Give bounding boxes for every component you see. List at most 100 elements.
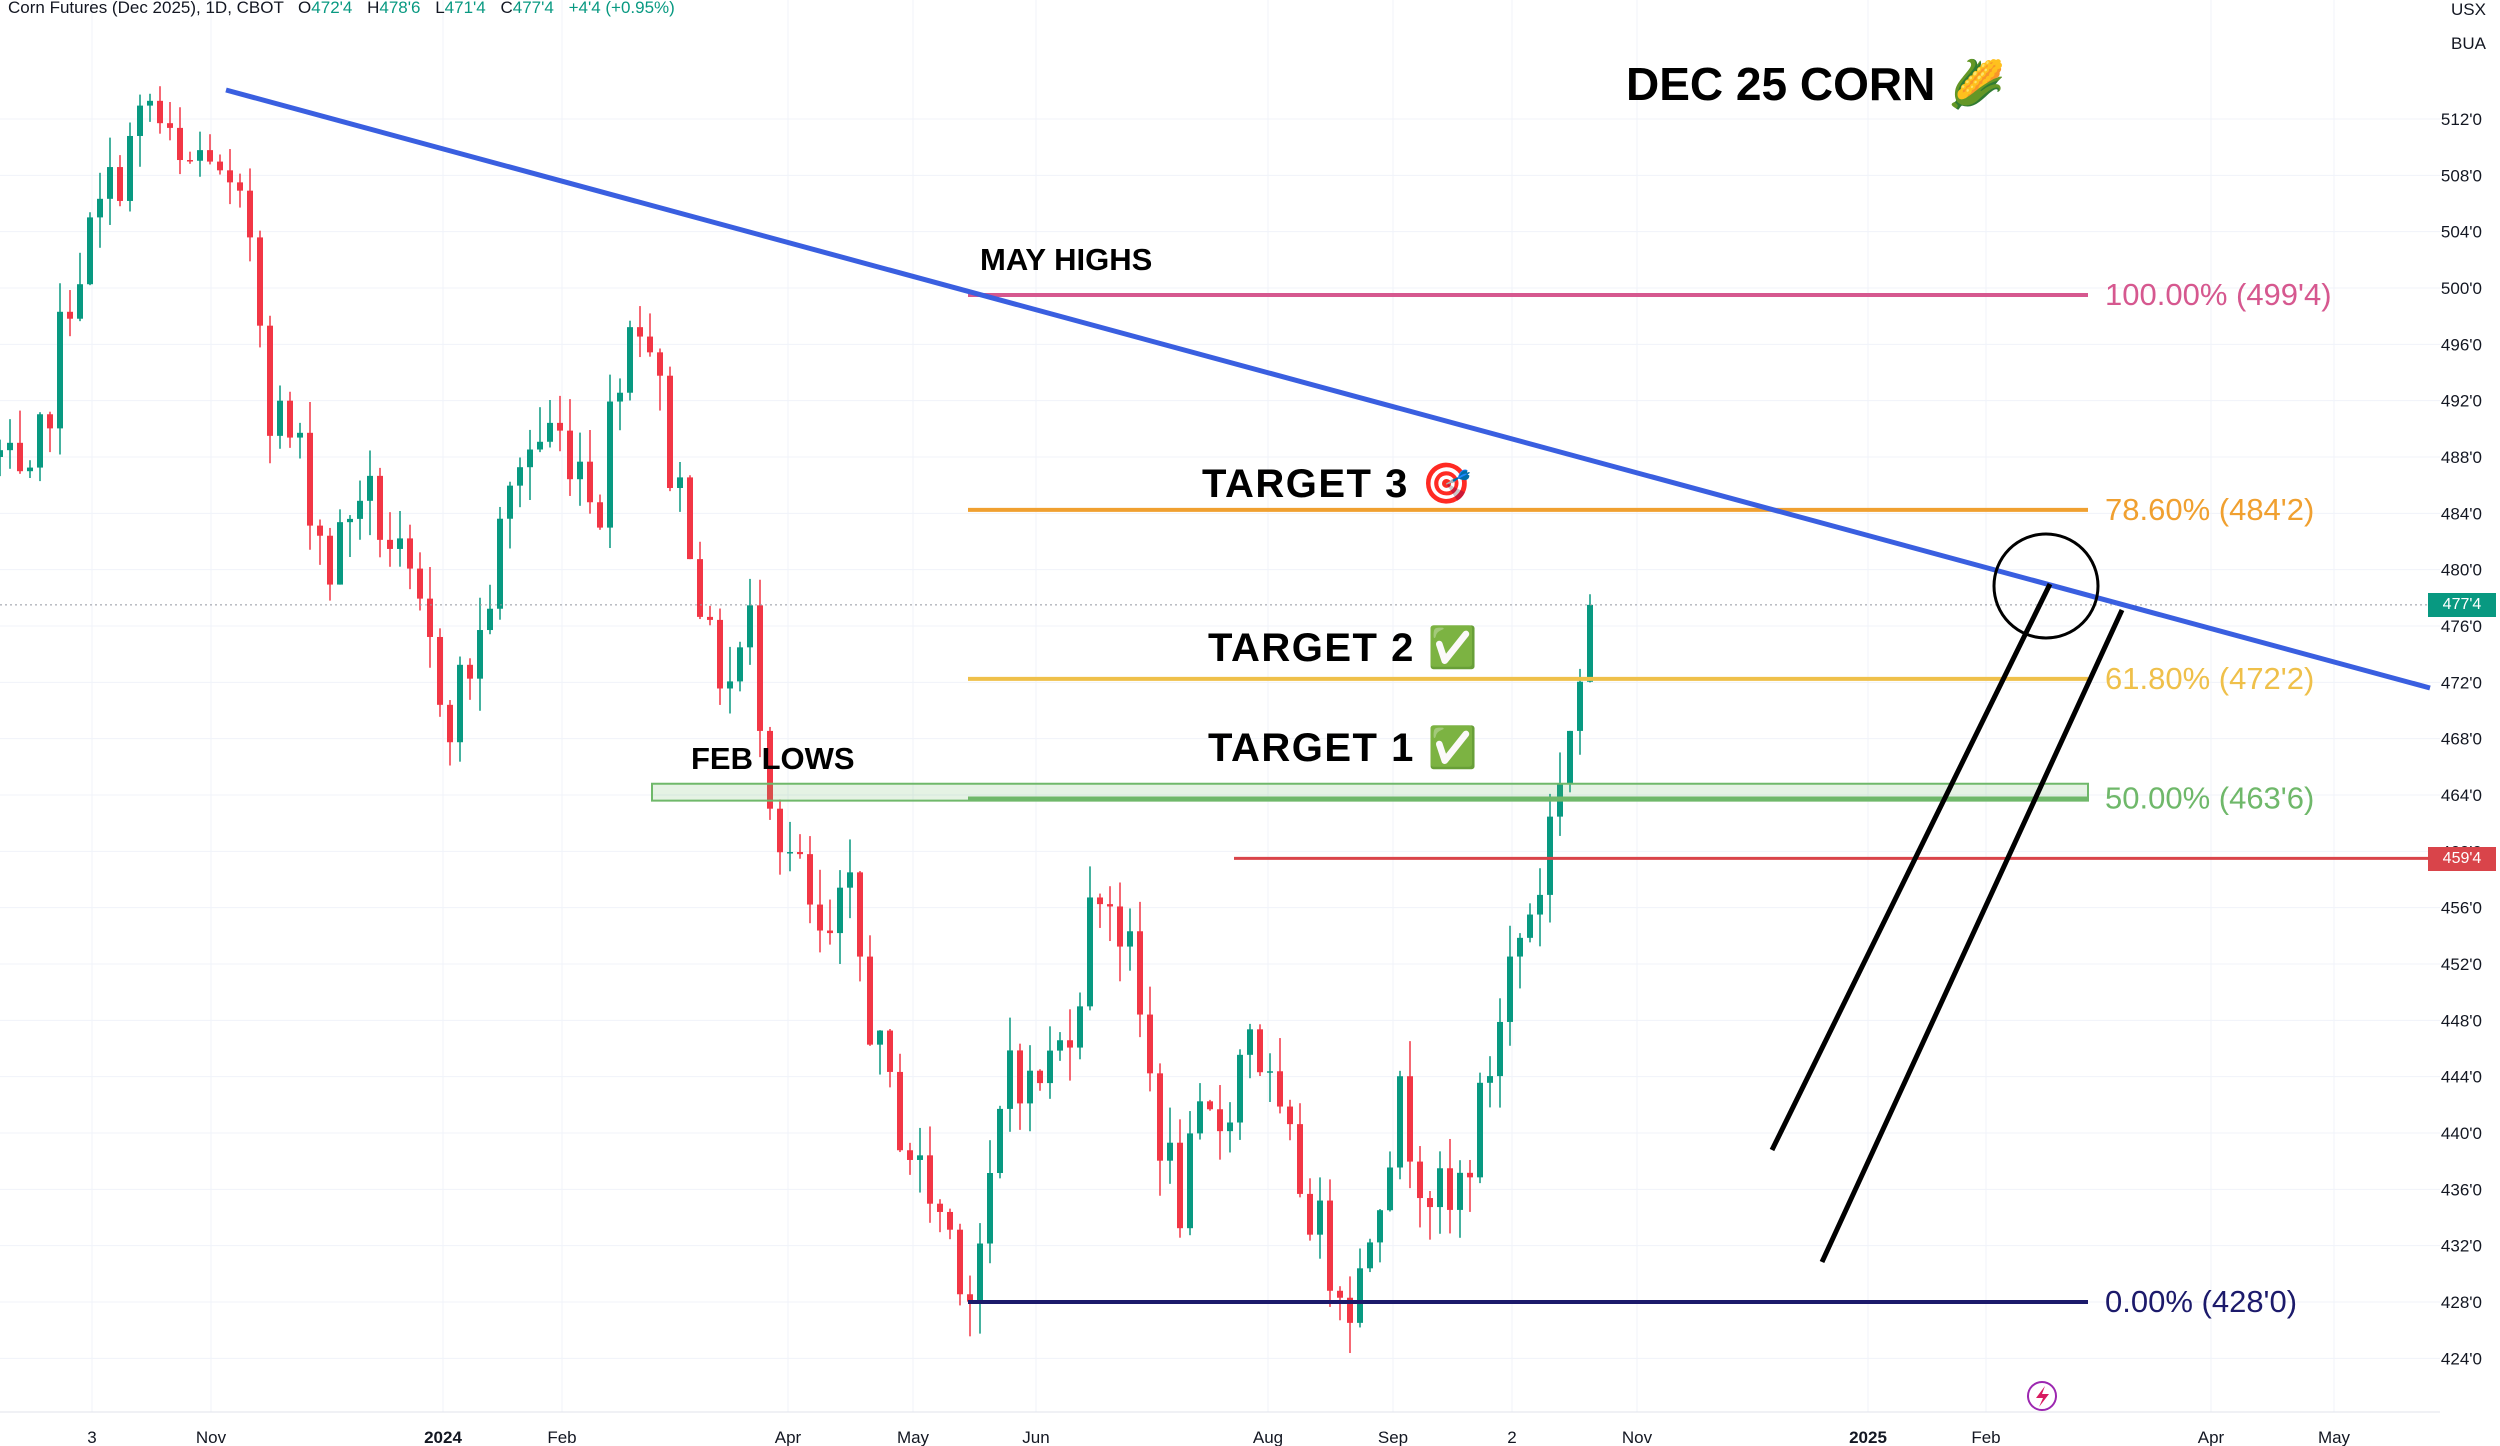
candle-body xyxy=(347,518,353,523)
candle-body xyxy=(1517,937,1523,957)
candle-body xyxy=(637,327,643,337)
candle-body xyxy=(677,477,683,488)
candle-body xyxy=(1577,681,1583,731)
candle-body xyxy=(87,217,93,285)
candle-body xyxy=(7,442,13,451)
candle-body xyxy=(197,150,203,161)
candle-body xyxy=(577,461,583,480)
candle-body xyxy=(1267,1071,1273,1073)
candle-body xyxy=(1327,1200,1333,1291)
candle-body xyxy=(1397,1076,1403,1168)
candle-body xyxy=(1197,1101,1203,1134)
candle-body xyxy=(137,105,143,136)
candle-body xyxy=(787,852,793,854)
candle-body xyxy=(517,467,523,486)
candle-body xyxy=(237,182,243,191)
candle-body xyxy=(387,539,393,549)
x-tick-label: 2 xyxy=(1507,1428,1516,1446)
annotation-label: TARGET 3 🎯 xyxy=(1202,462,1473,506)
y-tick-label: 488'0 xyxy=(2441,448,2482,467)
candle-body xyxy=(467,664,473,679)
x-tick-label: Jun xyxy=(1022,1428,1049,1446)
x-tick-label: May xyxy=(2318,1428,2351,1446)
candle-body xyxy=(1537,894,1543,915)
chart-title: DEC 25 CORN 🌽 xyxy=(1626,56,2005,111)
annotation-label: MAY HIGHS xyxy=(980,242,1152,277)
x-tick-label: Feb xyxy=(1971,1428,2000,1446)
candle-body xyxy=(1367,1242,1373,1269)
candle-body xyxy=(307,432,313,526)
candle-body xyxy=(447,704,453,743)
candle-body xyxy=(1167,1142,1173,1161)
candle-body xyxy=(1317,1200,1323,1235)
candle-body xyxy=(667,375,673,488)
candle-body xyxy=(157,100,163,124)
y-tick-label: 480'0 xyxy=(2441,561,2482,580)
candle-body xyxy=(357,500,363,519)
candle-body xyxy=(147,100,153,106)
candle-body xyxy=(1237,1054,1243,1123)
candle-body xyxy=(1477,1082,1483,1178)
candle-body xyxy=(917,1155,923,1160)
candle-body xyxy=(327,535,333,585)
x-tick-label: Apr xyxy=(775,1428,802,1446)
candle-body xyxy=(547,422,553,442)
candle-body xyxy=(1247,1029,1253,1055)
candle-body xyxy=(757,605,763,731)
candle-body xyxy=(287,400,293,438)
candle-body xyxy=(1337,1290,1343,1298)
candle-body xyxy=(817,904,823,931)
candle-body xyxy=(1407,1076,1413,1162)
candle-body xyxy=(1227,1122,1233,1132)
y-tick-label: 500'0 xyxy=(2441,279,2482,298)
y-tick-label: 472'0 xyxy=(2441,673,2482,692)
fib-label: 100.00% (499'4) xyxy=(2105,277,2332,312)
candle-body xyxy=(57,311,63,429)
candle-body xyxy=(1427,1198,1433,1208)
candle-body xyxy=(227,170,233,183)
candle-body xyxy=(1257,1029,1263,1073)
candle-body xyxy=(947,1211,953,1230)
x-tick-label: May xyxy=(897,1428,930,1446)
quantity-unit: BUA xyxy=(2451,34,2486,53)
support-price-tag: 459'4 xyxy=(2428,847,2496,871)
candle-body xyxy=(897,1071,903,1151)
low-label: L xyxy=(435,0,445,17)
y-tick-label: 464'0 xyxy=(2441,786,2482,805)
candle-body xyxy=(687,477,693,560)
x-tick-label: 2024 xyxy=(424,1428,462,1446)
candle-body xyxy=(727,681,733,689)
candle-body xyxy=(927,1155,933,1204)
candle-body xyxy=(167,123,173,128)
trendline xyxy=(225,87,2431,691)
candle-body xyxy=(1017,1050,1023,1104)
candle-body xyxy=(477,630,483,679)
candle-body xyxy=(777,808,783,853)
candle-body xyxy=(1217,1109,1223,1132)
y-tick-label: 448'0 xyxy=(2441,1011,2482,1030)
candle-body xyxy=(657,352,663,376)
close-label: C xyxy=(500,0,513,17)
candle-body xyxy=(1187,1133,1193,1229)
candle-body xyxy=(267,325,273,436)
candle-body xyxy=(17,442,23,472)
candle-body xyxy=(1277,1071,1283,1107)
candle-body xyxy=(37,414,43,468)
candle-body xyxy=(77,284,83,319)
candle-body xyxy=(717,619,723,689)
y-tick-label: 504'0 xyxy=(2441,223,2482,242)
candle-body xyxy=(857,872,863,957)
candle-body xyxy=(1047,1050,1053,1084)
candle-body xyxy=(957,1229,963,1295)
candle-body xyxy=(1497,1021,1503,1077)
chart-header: Corn Futures (Dec 2025), 1D, CBOT O472'4… xyxy=(8,0,685,18)
candle-body xyxy=(797,852,803,855)
candle-body xyxy=(737,647,743,682)
high-label: H xyxy=(367,0,380,17)
candle-body xyxy=(557,422,563,431)
candle-body xyxy=(247,190,253,238)
candle-body xyxy=(67,311,73,319)
candle-body xyxy=(407,538,413,569)
candle-body xyxy=(1447,1168,1453,1210)
